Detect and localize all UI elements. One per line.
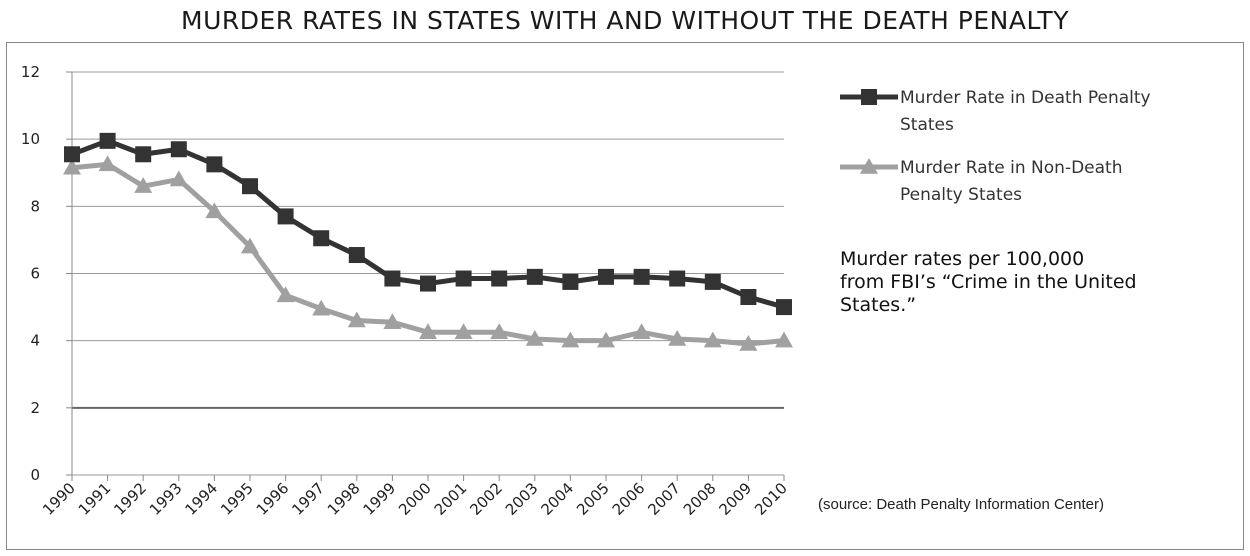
data-point [562, 273, 579, 290]
source-note: (source: Death Penalty Information Cente… [818, 496, 1104, 513]
x-tick-label: 1999 [359, 479, 399, 519]
data-point [348, 247, 365, 264]
data-point [526, 268, 543, 285]
legend-marker [860, 158, 878, 174]
series-line [71, 161, 785, 347]
data-point [669, 270, 686, 287]
x-tick-label: 2009 [715, 479, 755, 519]
data-point [98, 155, 117, 172]
x-tick-label: 2005 [573, 479, 613, 519]
data-point [454, 323, 473, 340]
x-tick-label: 2010 [751, 479, 791, 519]
x-tick-label: 1995 [217, 479, 257, 519]
data-point [419, 323, 437, 340]
chart-title: MURDER RATES IN STATES WITH AND WITHOUT … [181, 6, 1069, 35]
x-tick-label: 1997 [288, 479, 328, 519]
data-point [383, 313, 402, 329]
data-point [63, 158, 81, 175]
x-tick-label: 2004 [537, 479, 577, 519]
chart-frame [6, 42, 1244, 550]
data-point [135, 146, 152, 163]
data-point [704, 273, 721, 290]
x-tick-label: 2007 [644, 479, 684, 519]
x-tick-label: 1996 [253, 479, 293, 519]
data-point [312, 299, 331, 316]
data-point [64, 146, 80, 163]
data-point [739, 335, 758, 351]
data-point [347, 311, 366, 328]
x-tick-label: 1992 [110, 479, 150, 519]
legend-marker [861, 89, 877, 105]
data-point [170, 141, 187, 158]
x-tick-label: 1990 [39, 479, 79, 519]
x-tick-label: 2003 [502, 479, 542, 519]
data-point [277, 208, 294, 225]
x-tick-label: 2000 [395, 479, 435, 519]
data-point [242, 178, 258, 195]
data-point [525, 329, 544, 346]
legend-label: Penalty States [900, 185, 1022, 205]
note-line-3: States.” [840, 294, 917, 316]
data-point [134, 177, 153, 193]
note-line-2: from FBI’s “Crime in the United [840, 271, 1137, 293]
data-point [598, 268, 614, 285]
x-tick-label: 2001 [431, 479, 471, 519]
data-point [313, 230, 330, 247]
data-point [632, 323, 651, 340]
data-point [775, 331, 793, 348]
x-tick-label: 1993 [146, 479, 186, 519]
legend-label: Murder Rate in Non-Death [900, 158, 1123, 178]
data-point [740, 289, 757, 306]
note-line-1: Murder rates per 100,000 [840, 248, 1085, 270]
data-point [205, 202, 224, 219]
x-tick-label: 2008 [680, 479, 720, 519]
x-tick-label: 2002 [466, 479, 506, 519]
data-point [490, 323, 509, 340]
legend-label: States [900, 115, 954, 135]
legend-item: Murder Rate in Non-Death Penalty States [840, 158, 1123, 205]
data-point [597, 331, 615, 348]
y-tick-label: 10 [21, 130, 40, 148]
y-tick-label: 12 [21, 63, 40, 81]
data-point [241, 237, 259, 254]
series-death-penalty [64, 132, 792, 316]
legend-label: Murder Rate in Death Penalty [900, 88, 1151, 108]
y-tick-label: 4 [30, 332, 40, 350]
data-point [491, 270, 508, 287]
data-point [420, 275, 436, 292]
data-point [206, 156, 223, 173]
data-point [169, 170, 188, 187]
data-point [668, 329, 687, 346]
chart-note: Murder rates per 100,000 from FBI’s “Cri… [840, 248, 1200, 317]
x-tick-label: 2006 [609, 479, 649, 519]
y-tick-label: 6 [30, 265, 40, 283]
data-point [384, 270, 401, 287]
data-point [776, 299, 792, 316]
x-tick-label: 1994 [181, 479, 221, 519]
y-tick-label: 2 [30, 399, 40, 417]
data-point [276, 286, 295, 303]
data-point [455, 270, 472, 287]
series-non-death-penalty [63, 155, 793, 351]
data-point [561, 331, 580, 348]
y-tick-label: 8 [30, 197, 40, 215]
data-point [633, 268, 650, 285]
data-point [703, 331, 722, 348]
x-tick-label: 1998 [324, 479, 364, 519]
x-tick-label: 1991 [75, 479, 115, 519]
legend-item: Murder Rate in Death Penalty States [840, 88, 1151, 135]
y-tick-label: 0 [30, 466, 40, 484]
data-point [99, 132, 116, 149]
